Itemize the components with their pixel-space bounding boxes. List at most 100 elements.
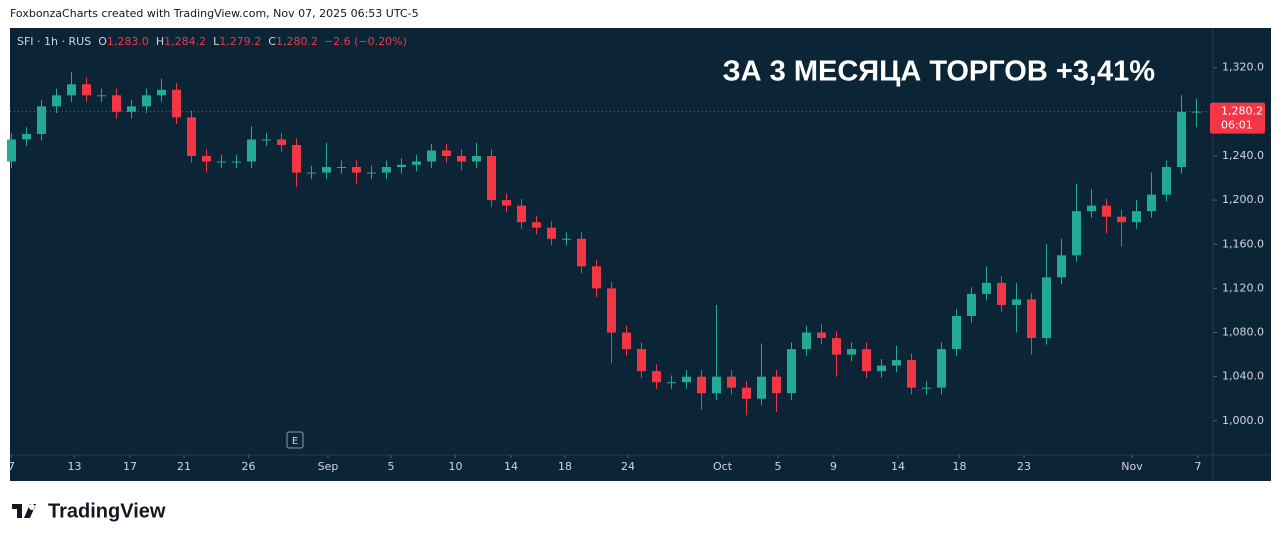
candle-body <box>397 164 406 168</box>
candle-body <box>157 89 166 96</box>
candle-body <box>487 155 496 201</box>
x-tick-label: 13 <box>68 460 82 473</box>
y-tick-label: 1,040.0 <box>1222 370 1264 383</box>
candle-body <box>22 133 31 140</box>
last-price-label: 1,280.2 <box>1221 105 1263 118</box>
x-tick-label: Oct <box>713 460 733 473</box>
candle-body <box>52 95 61 107</box>
candle-body <box>67 84 76 96</box>
candle-body <box>37 106 46 134</box>
x-tick-label: Nov <box>1121 460 1143 473</box>
candle-body <box>367 172 376 174</box>
candle-body <box>127 106 136 112</box>
candle-body <box>997 282 1006 305</box>
candle-body <box>772 376 781 394</box>
candle-body <box>337 167 346 169</box>
brand-icon <box>12 504 36 518</box>
candle-body <box>1162 167 1171 195</box>
legend: SFI · 1h · RUS O1,283.0 H1,284.2 L1,279.2 C1… <box>17 35 407 48</box>
candle-body <box>682 376 691 383</box>
x-tick-label: 14 <box>504 460 518 473</box>
plot-background <box>10 28 1271 481</box>
x-tick-label: 7 <box>8 460 15 473</box>
annotation: ЗА 3 МЕСЯЦА ТОРГОВ +3,41% <box>723 56 1156 88</box>
legend-value: 1,283.0 <box>107 35 149 48</box>
watermark: FoxbonzaCharts created with TradingView.… <box>10 7 419 20</box>
legend-text: SFI · 1h · RUS O1,283.0 H1,284.2 L1,279.2 C1… <box>17 35 407 48</box>
candle-body <box>622 332 631 350</box>
candle-body <box>202 155 211 162</box>
candle-body <box>787 349 796 394</box>
candle-body <box>637 349 646 372</box>
candle-body <box>652 371 661 383</box>
candle-body <box>142 95 151 107</box>
candle-body <box>172 89 181 118</box>
legend-value: 1,279.2 <box>219 35 261 48</box>
candle-body <box>877 365 886 372</box>
x-tick-label: 24 <box>621 460 635 473</box>
x-tick-label: 14 <box>891 460 905 473</box>
candle-body <box>697 376 706 394</box>
candle-body <box>832 338 841 355</box>
candle-body <box>862 349 871 372</box>
event-marker[interactable]: E <box>292 436 298 447</box>
candle-body <box>742 387 751 399</box>
brand-name: TradingView <box>48 500 166 522</box>
x-tick-label: Sep <box>318 460 339 473</box>
candle-body <box>952 315 961 350</box>
candle-body <box>577 238 586 267</box>
candle-body <box>217 161 226 163</box>
candle-body <box>292 144 301 173</box>
y-tick-label: 1,320.0 <box>1222 61 1264 74</box>
legend-key: H <box>156 35 164 48</box>
candle-body <box>1027 299 1036 339</box>
candle-body <box>907 360 916 388</box>
legend-change: −2.6 (−0.20%) <box>324 35 407 48</box>
x-tick-label: 7 <box>1195 460 1202 473</box>
y-tick-label: 1,080.0 <box>1222 326 1264 339</box>
candle-body <box>82 84 91 96</box>
candle-body <box>532 222 541 228</box>
candle-body <box>967 293 976 316</box>
candle-body <box>412 161 421 165</box>
legend-key: C <box>268 35 276 48</box>
candle-body <box>982 282 991 294</box>
candle-body <box>262 139 271 141</box>
candle-body <box>1087 205 1096 212</box>
candle-body <box>1102 205 1111 217</box>
legend-key: O <box>98 35 107 48</box>
x-tick-label: 5 <box>775 460 782 473</box>
candle-body <box>232 161 241 163</box>
countdown-label: 06:01 <box>1221 119 1253 132</box>
candle-body <box>1012 299 1021 305</box>
x-tick-label: 9 <box>830 460 837 473</box>
x-tick-label: 5 <box>388 460 395 473</box>
event-marker-box[interactable] <box>286 431 304 449</box>
y-tick-label: 1,160.0 <box>1222 237 1264 250</box>
candle-body <box>1057 255 1066 278</box>
candle-body <box>97 95 106 97</box>
candle-body <box>757 376 766 399</box>
y-tick-label: 1,240.0 <box>1222 149 1264 162</box>
candle-body <box>712 376 721 394</box>
legend-symbol: SFI · 1h · RUS <box>17 35 91 48</box>
candle-body <box>187 117 196 156</box>
candle-body <box>1132 211 1141 223</box>
candle-body <box>1192 111 1201 113</box>
candle-body <box>817 332 826 339</box>
x-tick-label: 10 <box>449 460 463 473</box>
candle-body <box>322 167 331 173</box>
candle-body <box>1042 277 1051 339</box>
candle-body <box>307 172 316 174</box>
y-tick-label: 1,000.0 <box>1222 414 1264 427</box>
candle-body <box>277 139 286 145</box>
candle-body <box>547 227 556 239</box>
candle-body <box>1177 111 1186 168</box>
x-tick-label: 23 <box>1017 460 1031 473</box>
legend-key: L <box>213 35 220 48</box>
y-tick-label: 1,200.0 <box>1222 193 1264 206</box>
candle-body <box>727 376 736 388</box>
candle-body <box>667 382 676 384</box>
candle-body <box>1117 216 1126 223</box>
